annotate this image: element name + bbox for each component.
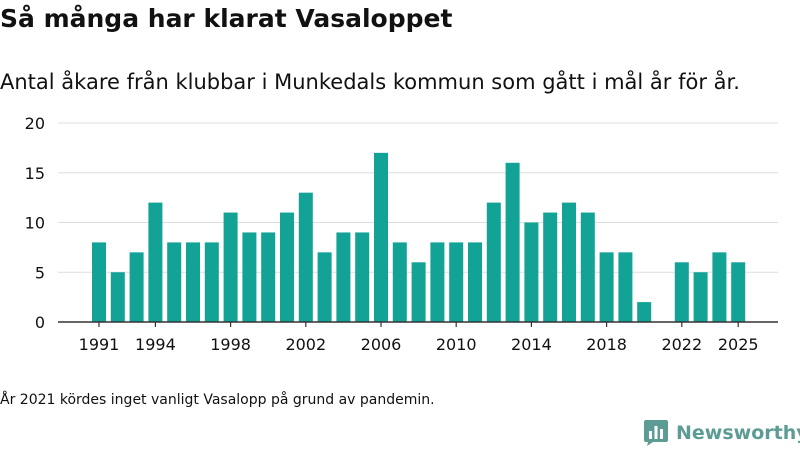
bar-1997 xyxy=(204,242,219,322)
bar-2022 xyxy=(674,262,689,322)
bar-1993 xyxy=(129,252,144,322)
bar-2015 xyxy=(543,212,558,322)
bar-2016 xyxy=(562,202,576,322)
bar-2009 xyxy=(430,242,445,322)
bar-1992 xyxy=(110,272,125,322)
bar-2007 xyxy=(392,242,407,322)
x-tick-label: 1991 xyxy=(79,335,120,354)
footnote: År 2021 kördes inget vanligt Vasalopp på… xyxy=(0,392,435,408)
bar-2014 xyxy=(524,222,539,322)
x-tick-label: 1994 xyxy=(135,335,176,354)
x-tick-label: 2006 xyxy=(361,335,402,354)
bar-2024 xyxy=(712,252,727,322)
bar-2005 xyxy=(355,232,370,322)
bar-2008 xyxy=(411,262,426,322)
bar-2010 xyxy=(449,242,464,322)
bar-2023 xyxy=(693,272,708,322)
x-tick-label: 2018 xyxy=(586,335,627,354)
x-tick-label: 2025 xyxy=(718,335,759,354)
chart-subtitle: Antal åkare från klubbar i Munkedals kom… xyxy=(0,70,740,94)
bar-2000 xyxy=(261,232,276,322)
bar-chart: 0 5 10 15 20 1991 1994 1998 2002 2006 2010 2014 2018… xyxy=(25,114,778,354)
bar-1998 xyxy=(223,212,238,322)
bar-2018 xyxy=(599,252,614,322)
x-tick-label: 2002 xyxy=(285,335,326,354)
bar-2002 xyxy=(298,192,313,322)
bar-2003 xyxy=(317,252,332,322)
y-tick-label: 20 xyxy=(25,114,45,133)
y-tick-label: 5 xyxy=(35,263,45,282)
brand-logo: Newsworthy xyxy=(644,420,800,446)
bar-2017 xyxy=(580,212,595,322)
bars xyxy=(92,152,746,322)
bar-1995 xyxy=(167,242,182,322)
bar-2012 xyxy=(486,202,501,322)
bar-chart-logo-icon xyxy=(644,420,668,446)
chart-title: Så många har klarat Vasaloppet xyxy=(0,4,453,33)
bar-1999 xyxy=(242,232,257,322)
bar-1996 xyxy=(186,242,200,322)
axes: 0 5 10 15 20 1991 1994 1998 2002 2006 2010 2014 2018… xyxy=(25,114,778,354)
bar-2011 xyxy=(468,242,482,322)
x-tick-label: 1998 xyxy=(210,335,251,354)
y-tick-label: 10 xyxy=(25,214,45,233)
bar-2025 xyxy=(731,262,746,322)
y-tick-label: 0 xyxy=(35,313,45,332)
bar-2006 xyxy=(374,152,388,322)
grid-lines xyxy=(58,122,778,273)
x-tick-label: 2014 xyxy=(511,335,552,354)
bar-2001 xyxy=(280,212,294,322)
bar-2019 xyxy=(618,252,633,322)
bar-2013 xyxy=(505,162,520,322)
bar-1994 xyxy=(148,202,163,322)
y-tick-label: 15 xyxy=(25,164,45,183)
bar-1991 xyxy=(92,242,106,322)
x-tick-label: 2010 xyxy=(436,335,477,354)
bar-2020 xyxy=(637,302,652,322)
brand-name: Newsworthy xyxy=(676,422,800,444)
bar-2004 xyxy=(336,232,351,322)
x-tick-label: 2022 xyxy=(661,335,702,354)
